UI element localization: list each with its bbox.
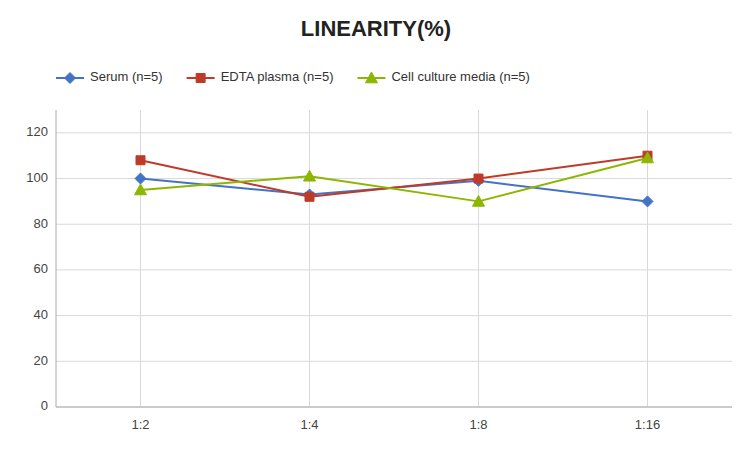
y-tick-label: 80 [34,216,48,231]
y-grid-line [56,269,732,270]
point-marker [304,170,316,181]
x-grid-line [140,110,141,407]
point-marker [305,192,314,201]
series [136,151,652,201]
y-tick-label: 0 [41,398,48,413]
x-tick-label: 1:8 [469,417,487,432]
y-tick-label: 20 [34,353,48,368]
y-grid-line [56,178,732,179]
y-grid-line [56,407,732,408]
legend-swatch-marker [365,72,377,83]
x-tick-label: 1:16 [635,417,660,432]
point-marker [474,174,483,183]
chart-title: LINEARITY(%) [301,16,451,41]
point-marker [135,173,146,184]
legend: Serum (n=5) EDTA plasma (n=5) Cell culture… [56,69,530,84]
series [135,152,654,206]
chart-container: LINEARITY(%) 0 20 40 60 80 100 120 1:2 1:4 1:8 1:16… [0,0,752,451]
legend-label: EDTA plasma (n=5) [221,69,334,84]
y-grid-line [56,132,732,133]
series-line [141,179,648,202]
x-grid-line [309,110,310,407]
legend-swatch-marker [196,74,205,83]
legend-label: Cell culture media (n=5) [391,69,529,84]
legend-item: EDTA plasma (n=5) [187,69,334,84]
legend-item: Serum (n=5) [56,69,163,84]
y-tick-label: 60 [34,261,48,276]
grid [56,110,732,407]
y-tick-label: 120 [26,124,48,139]
x-tick-label: 1:2 [131,417,149,432]
y-tick-label: 100 [26,170,48,185]
y-tick-label: 40 [34,307,48,322]
legend-item: Cell culture media (n=5) [357,69,529,84]
page: {"chart_data": {"type": "line", "title":… [0,0,752,451]
series-line [141,158,648,201]
point-marker [473,195,485,206]
plot-area [135,151,654,207]
x-tick-label: 1:4 [300,417,318,432]
y-grid-line [56,315,732,316]
x-grid-line [478,110,479,407]
y-axis-line [56,110,57,407]
legend-swatch-marker [65,73,76,84]
series-line [141,156,648,197]
chart-svg: LINEARITY(%) 0 20 40 60 80 100 120 1:2 1:4 1:8 1:16… [0,0,752,451]
y-grid-line [56,224,732,225]
point-marker [136,156,145,165]
point-marker [642,152,654,163]
legend-label: Serum (n=5) [90,69,163,84]
x-axis-line [56,407,732,408]
y-grid-line [56,361,732,362]
series [135,173,653,207]
point-marker [135,184,147,195]
point-marker [642,196,653,207]
